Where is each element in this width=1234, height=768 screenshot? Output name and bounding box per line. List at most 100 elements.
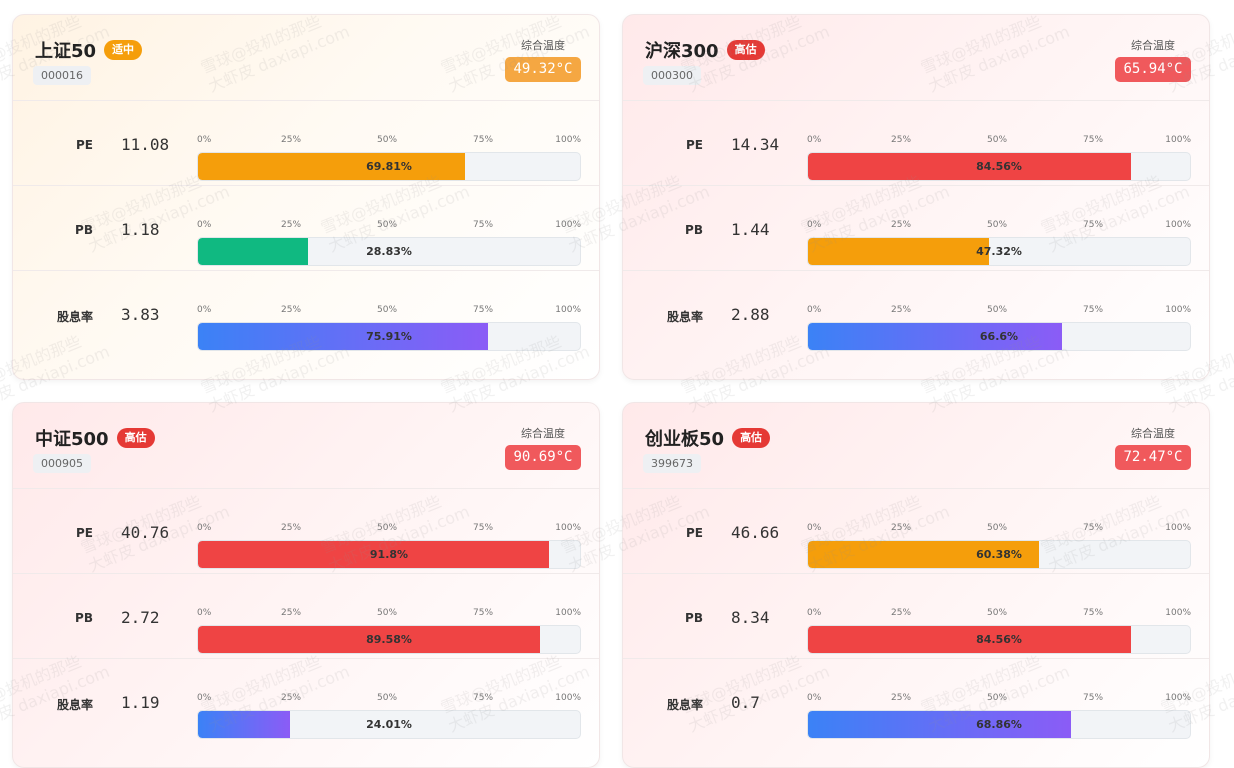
percentile-bar: 89.58% [197, 625, 581, 654]
metric-value: 11.08 [121, 135, 170, 154]
scale-tick-label: 75% [1083, 523, 1104, 533]
index-code: 000300 [643, 66, 701, 85]
percentile-scale: 0% 25% 50% 75% 100% [197, 135, 581, 147]
percentile-bar: 69.81% [197, 152, 581, 181]
percentile-fill [198, 711, 290, 738]
percentile-text: 89.58% [366, 633, 412, 646]
scale-tick-label: 75% [473, 305, 494, 315]
scale-tick-label: 100% [1165, 693, 1191, 703]
scale-tick-label: 100% [555, 305, 581, 315]
temperature-label: 综合温度 [1131, 39, 1175, 52]
scale-tick-label: 100% [555, 608, 581, 618]
temperature-label: 综合温度 [1131, 427, 1175, 440]
temperature-value: 49.32°C [505, 57, 581, 82]
index-name: 上证50 适中 [35, 37, 143, 63]
percentile-bar: 24.01% [197, 710, 581, 739]
metric-value: 14.34 [731, 135, 780, 154]
scale-tick-label: 0% [197, 608, 212, 618]
percentile-scale: 0% 25% 50% 75% 100% [197, 305, 581, 317]
percentile-text: 47.32% [976, 245, 1022, 258]
metric-label: PB [685, 223, 703, 237]
percentile-bar: 47.32% [807, 237, 1191, 266]
percentile-fill [808, 711, 1072, 738]
scale-tick-label: 50% [377, 523, 398, 533]
temperature-value: 90.69°C [505, 445, 581, 470]
scale-tick-label: 75% [473, 523, 494, 533]
metric-value: 3.83 [121, 305, 160, 324]
percentile-bar: 68.86% [807, 710, 1191, 739]
scale-tick-label: 100% [555, 220, 581, 230]
scale-tick-label: 50% [987, 608, 1008, 618]
scale-tick-label: 0% [197, 693, 212, 703]
scale-tick-label: 75% [1083, 135, 1104, 145]
scale-tick-label: 100% [555, 135, 581, 145]
index-code: 000016 [33, 66, 91, 85]
scale-tick-label: 75% [1083, 693, 1104, 703]
metric-row: PB 8.34 0% 25% 50% 75% 100% 84.56% [623, 574, 1209, 659]
metric-label: PE [76, 526, 93, 540]
percentile-scale: 0% 25% 50% 75% 100% [807, 608, 1191, 620]
scale-tick-label: 75% [473, 220, 494, 230]
percentile-text: 84.56% [976, 160, 1022, 173]
percentile-text: 60.38% [976, 548, 1022, 561]
card-header: 沪深300 高估 000300 综合温度 65.94°C [623, 15, 1209, 101]
index-code: 000905 [33, 454, 91, 473]
percentile-text: 75.91% [366, 330, 412, 343]
percentile-text: 24.01% [366, 718, 412, 731]
metric-row: PB 1.18 0% 25% 50% 75% 100% 28.83% [13, 186, 599, 271]
index-card: 中证500 高估 000905 综合温度 90.69°C PE 40.76 0% 25% 50% 7… [12, 402, 600, 768]
metric-row: PB 1.44 0% 25% 50% 75% 100% 47.32% [623, 186, 1209, 271]
metric-row: 股息率 2.88 0% 25% 50% 75% 100% 66.6% [623, 271, 1209, 356]
metric-row: 股息率 0.7 0% 25% 50% 75% 100% 68.86% [623, 659, 1209, 744]
valuation-badge: 适中 [104, 40, 143, 60]
scale-tick-label: 50% [377, 305, 398, 315]
scale-tick-label: 75% [1083, 608, 1104, 618]
scale-tick-label: 100% [555, 523, 581, 533]
scale-tick-label: 100% [1165, 608, 1191, 618]
scale-tick-label: 100% [555, 693, 581, 703]
percentile-fill [808, 541, 1039, 568]
temperature-label: 综合温度 [521, 39, 565, 52]
index-title: 沪深300 [645, 41, 719, 62]
scale-tick-label: 50% [987, 305, 1008, 315]
percentile-text: 91.8% [369, 548, 409, 561]
metric-label: 股息率 [56, 310, 93, 324]
percentile-fill [198, 323, 488, 350]
scale-tick-label: 25% [891, 305, 912, 315]
metric-value: 8.34 [731, 608, 770, 627]
scale-tick-label: 0% [807, 220, 822, 230]
metric-label: PB [75, 223, 93, 237]
metric-label: 股息率 [666, 698, 703, 712]
metric-value: 2.88 [731, 305, 770, 324]
metric-value: 1.18 [121, 220, 160, 239]
metric-label: PB [75, 611, 93, 625]
metric-row: PE 11.08 0% 25% 50% 75% 100% 69.81% [13, 101, 599, 186]
percentile-bar: 84.56% [807, 152, 1191, 181]
scale-tick-label: 75% [473, 693, 494, 703]
scale-tick-label: 100% [1165, 523, 1191, 533]
percentile-bar: 75.91% [197, 322, 581, 351]
percentile-scale: 0% 25% 50% 75% 100% [807, 523, 1191, 535]
metric-row: PE 14.34 0% 25% 50% 75% 100% 84.56% [623, 101, 1209, 186]
metric-label: PB [685, 611, 703, 625]
metric-value: 2.72 [121, 608, 160, 627]
scale-tick-label: 25% [891, 693, 912, 703]
percentile-scale: 0% 25% 50% 75% 100% [197, 523, 581, 535]
percentile-fill [808, 153, 1132, 180]
scale-tick-label: 25% [281, 608, 302, 618]
scale-tick-label: 75% [473, 135, 494, 145]
scale-tick-label: 50% [987, 693, 1008, 703]
scale-tick-label: 25% [891, 135, 912, 145]
metric-value: 40.76 [121, 523, 170, 542]
percentile-scale: 0% 25% 50% 75% 100% [197, 220, 581, 232]
scale-tick-label: 0% [197, 135, 212, 145]
index-card: 沪深300 高估 000300 综合温度 65.94°C PE 14.34 0% 25% 50% 7… [622, 14, 1210, 380]
scale-tick-label: 50% [377, 693, 398, 703]
metric-row: PE 46.66 0% 25% 50% 75% 100% 60.38% [623, 489, 1209, 574]
percentile-text: 68.86% [976, 718, 1022, 731]
scale-tick-label: 100% [1165, 305, 1191, 315]
scale-tick-label: 0% [197, 305, 212, 315]
scale-tick-label: 50% [987, 220, 1008, 230]
metric-row: PE 40.76 0% 25% 50% 75% 100% 91.8% [13, 489, 599, 574]
metric-value: 1.44 [731, 220, 770, 239]
